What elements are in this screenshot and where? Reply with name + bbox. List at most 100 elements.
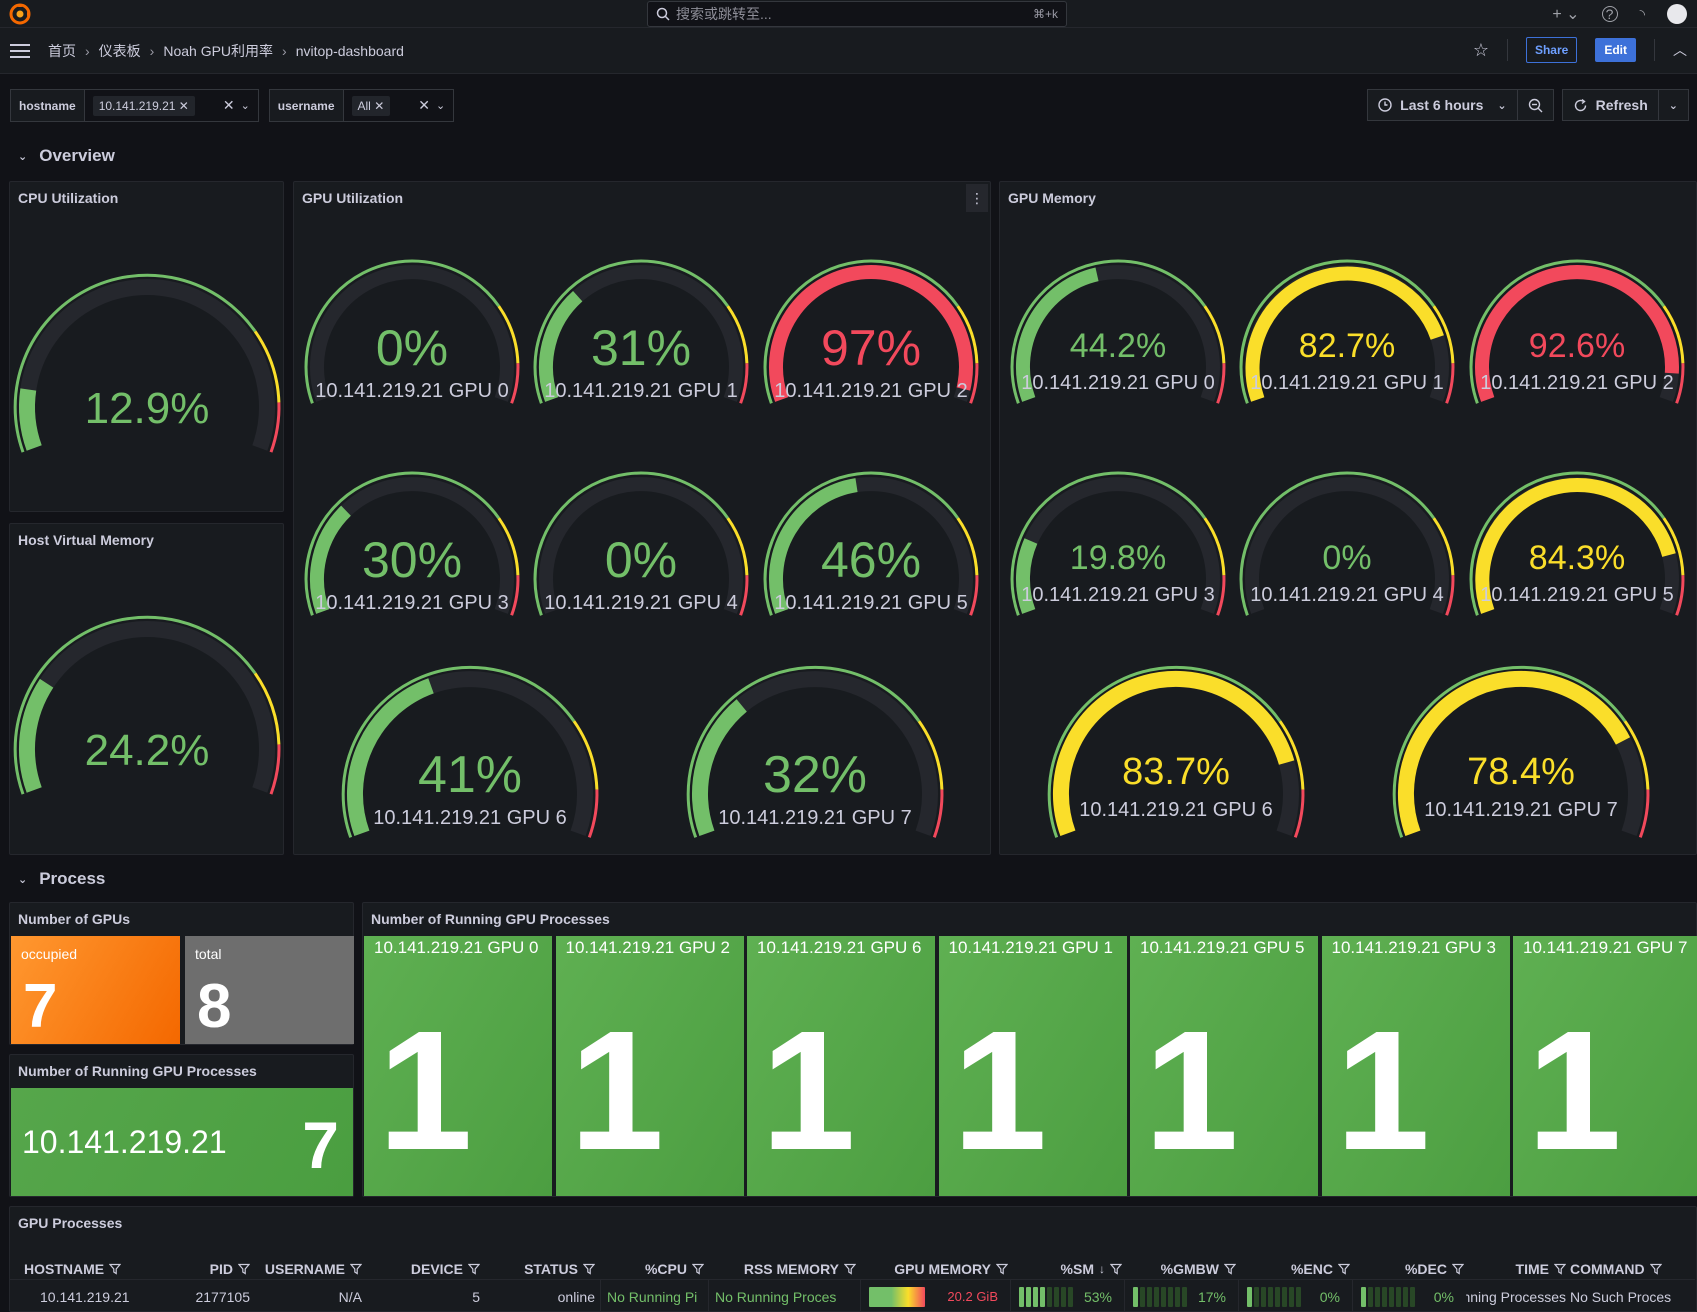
star-icon[interactable]: ☆ [1472,39,1489,60]
filter-icon[interactable] [350,1263,362,1275]
clear-icon[interactable]: ✕ [418,97,430,113]
close-icon[interactable]: ✕ [374,98,385,113]
filter-icon[interactable] [1554,1263,1566,1275]
filter-icon[interactable] [1110,1263,1122,1275]
running-host-stat[interactable]: 10.141.219.21 7 [11,1088,353,1196]
search-input[interactable]: 搜索或跳转至... ⌘+k [647,1,1067,27]
share-button[interactable]: Share [1525,37,1578,63]
zoom-out-button[interactable] [1517,89,1554,121]
gauge-4[interactable]: 0% 10.141.219.21 GPU 4 [1239,471,1455,616]
gauge-6[interactable]: 83.7% 10.141.219.21 GPU 6 [1047,665,1305,838]
gauge-2[interactable]: 97% 10.141.219.21 GPU 2 [763,259,979,404]
close-icon[interactable]: ✕ [178,98,189,113]
gauge-1[interactable]: 31% 10.141.219.21 GPU 1 [533,259,749,404]
threshold-green [1239,259,1436,404]
time-range-picker[interactable]: Last 6 hours ⌄ [1367,89,1518,121]
grafana-logo-icon[interactable] [8,2,32,26]
running-gpu-tile[interactable]: 10.141.219.21 GPU 5 1 [1130,936,1318,1196]
running-gpu-tile[interactable]: 10.141.219.21 GPU 1 1 [938,936,1127,1196]
filter-icon[interactable] [238,1263,250,1275]
bar-gauge-cell [1026,1286,1031,1307]
row-overview[interactable]: ⌄ Overview [18,146,115,166]
filter-icon[interactable] [692,1263,704,1275]
refresh-button[interactable]: Refresh [1561,89,1659,121]
menu-icon[interactable] [10,43,30,58]
news-rss-icon[interactable]: ◝ [1639,5,1645,22]
filter-icon[interactable] [996,1263,1008,1275]
new-plus-icon[interactable]: + ⌄ [1552,6,1580,23]
column-header[interactable]: TIME [1466,1261,1566,1277]
refresh-interval-picker[interactable]: ⌄ [1658,89,1689,121]
running-gpu-tile[interactable]: 10.141.219.21 GPU 6 1 [747,936,935,1196]
filter-icon[interactable] [1452,1263,1464,1275]
column-header[interactable]: RSS MEMORY [708,1261,856,1277]
username-select[interactable]: All ✕ ✕ ⌄ [344,90,454,121]
gauge-value-arc [768,478,858,614]
hostname-chip[interactable]: 10.141.219.21 ✕ [92,95,195,116]
threshold-red [1216,575,1226,616]
breadcrumb-home[interactable]: 首页 [48,42,76,59]
vmem-gauge: 24.2% [13,615,281,795]
column-header[interactable]: %CPU [600,1261,704,1277]
chevron-down-icon[interactable]: ⌄ [240,100,250,112]
running-gpu-tile[interactable]: 10.141.219.21 GPU 2 1 [555,936,744,1196]
column-header[interactable]: %SM ↓ [1010,1261,1122,1277]
gauge-6[interactable]: 41% 10.141.219.21 GPU 6 [341,665,599,838]
chevron-up-icon[interactable]: ︿ [1673,42,1687,58]
username-chip[interactable]: All ✕ [351,95,391,116]
column-header[interactable]: %ENC [1238,1261,1350,1277]
running-gpu-tile[interactable]: 10.141.219.21 GPU 7 1 [1513,936,1697,1196]
running-gpu-tile[interactable]: 10.141.219.21 GPU 3 1 [1321,936,1510,1196]
gauge-5[interactable]: 46% 10.141.219.21 GPU 5 [763,471,979,616]
gauge-value-arc [18,678,54,793]
occupied-stat[interactable]: occupied 7 [11,936,180,1044]
gauge-5[interactable]: 84.3% 10.141.219.21 GPU 5 [1469,471,1685,616]
column-header[interactable]: DEVICE [370,1261,480,1277]
column-header[interactable]: %GMBW [1124,1261,1236,1277]
gauge-2[interactable]: 92.6% 10.141.219.21 GPU 2 [1469,259,1685,404]
bar-gauge-value: 17% [1197,1288,1226,1305]
stat-label: 10.141.219.21 GPU 2 [565,938,730,957]
clear-icon[interactable]: ✕ [222,97,235,113]
gauge-7[interactable]: 32% 10.141.219.21 GPU 7 [686,665,944,838]
gauge-1[interactable]: 82.7% 10.141.219.21 GPU 1 [1239,259,1455,404]
edit-button[interactable]: Edit [1595,38,1636,62]
filter-icon[interactable] [1338,1263,1350,1275]
filter-icon[interactable] [1224,1263,1236,1275]
column-header[interactable]: HOSTNAME [24,1261,144,1277]
filter-icon[interactable] [109,1263,122,1275]
gauge-7[interactable]: 78.4% 10.141.219.21 GPU 7 [1392,665,1650,838]
chevron-down-icon[interactable]: ⌄ [435,100,446,112]
threshold-red [1445,363,1455,404]
gauge[interactable]: 24.2% [13,615,281,795]
filter-icon[interactable] [468,1263,480,1275]
column-header[interactable]: STATUS [485,1261,595,1277]
stat-value: 1 [378,996,473,1186]
panel-menu-icon[interactable]: ⋮ [966,184,988,212]
running-gpu-tile[interactable]: 10.141.219.21 GPU 0 1 [364,936,552,1196]
breadcrumb-folder[interactable]: Noah GPU利用率 [163,42,274,59]
total-stat[interactable]: total 8 [185,936,354,1044]
column-header[interactable]: %DEC [1352,1261,1464,1277]
gauge-0[interactable]: 44.2% 10.141.219.21 GPU 0 [1010,259,1226,404]
avatar[interactable] [1667,4,1687,24]
gauge[interactable]: 12.9% [13,273,281,453]
gauge-3[interactable]: 30% 10.141.219.21 GPU 3 [304,471,520,616]
gauge-3[interactable]: 19.8% 10.141.219.21 GPU 3 [1010,471,1226,616]
column-header[interactable]: GPU MEMORY [860,1261,1008,1277]
filter-icon[interactable] [844,1263,856,1275]
column-header[interactable]: COMMAND [1570,1261,1695,1277]
gauge-0[interactable]: 0% 10.141.219.21 GPU 0 [304,259,520,404]
filter-icon[interactable] [583,1263,595,1275]
help-icon[interactable]: ? [1601,6,1618,22]
column-header[interactable]: USERNAME [250,1261,362,1277]
hostname-select[interactable]: 10.141.219.21 ✕ ✕ ⌄ [85,90,258,121]
table-row[interactable]: 10.141.219.21 2177105 N/A 5 online No Running… [10,1279,1695,1312]
breadcrumb-dashboards[interactable]: 仪表板 [98,42,141,59]
gauge-4[interactable]: 0% 10.141.219.21 GPU 4 [533,471,749,616]
stat-value: 7 [23,972,58,1041]
row-process[interactable]: ⌄ Process [18,869,105,889]
column-header[interactable]: PID [170,1261,250,1277]
gauge-value-arc [1053,670,1295,837]
filter-icon[interactable] [1649,1263,1662,1275]
